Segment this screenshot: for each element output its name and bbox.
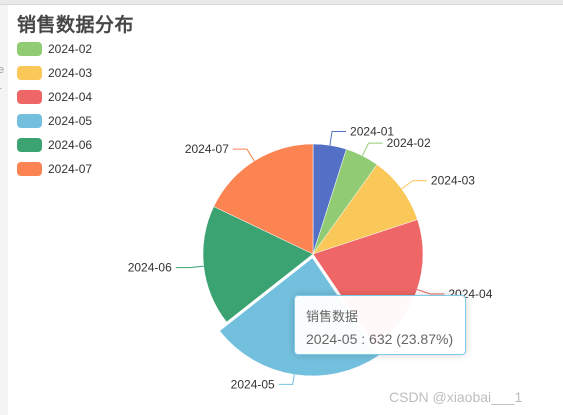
legend-swatch [17, 114, 42, 128]
legend-swatch [17, 162, 42, 176]
left-edge-text-2: r [0, 85, 2, 97]
left-edge-text-1: e [0, 64, 5, 76]
legend-label: 2024-05 [48, 114, 93, 128]
label-leader-line [329, 130, 347, 146]
slice-tooltip: 销售数据 2024-05 : 632 (23.87%) [294, 295, 466, 355]
watermark: CSDN @xiaobai___1 [389, 389, 523, 405]
legend-item[interactable]: 2024-04 [17, 85, 92, 109]
tooltip-value: 2024-05 : 632 (23.87%) [306, 331, 454, 347]
label-leader-line [401, 180, 427, 190]
legend-label: 2024-04 [48, 90, 93, 104]
legend-item[interactable]: 2024-06 [17, 133, 92, 157]
label-leader-line [278, 370, 296, 385]
label-leader-line [361, 142, 383, 156]
legend-swatch [17, 42, 42, 56]
window-top-border [0, 0, 563, 5]
legend-label: 2024-06 [48, 138, 93, 152]
slice-label: 2024-07 [185, 142, 229, 156]
tooltip-series-name: 销售数据 [306, 309, 359, 324]
chart-title: 销售数据分布 [17, 15, 135, 36]
pie-slice[interactable] [213, 143, 314, 255]
legend-label: 2024-02 [48, 42, 93, 56]
slice-label: 2024-02 [387, 136, 431, 150]
legend-item[interactable]: 2024-02 [17, 37, 92, 61]
legend-label: 2024-07 [48, 162, 93, 176]
label-leader-line [232, 148, 255, 162]
left-edge-strip: e r [0, 5, 8, 415]
label-leader-line [175, 265, 204, 269]
slice-label: 2024-03 [431, 174, 475, 188]
legend-label: 2024-03 [48, 66, 93, 80]
legend-item[interactable]: 2024-05 [17, 109, 92, 133]
legend-swatch [17, 66, 42, 80]
legend-swatch [17, 90, 42, 104]
pie-slice[interactable] [202, 206, 314, 323]
slice-label: 2024-01 [350, 124, 394, 138]
chart-legend: 2024-02 2024-03 2024-04 2024-05 2024-06 … [17, 37, 92, 181]
legend-item[interactable]: 2024-07 [17, 157, 92, 181]
slice-label: 2024-06 [128, 261, 172, 275]
legend-swatch [17, 138, 42, 152]
slice-label: 2024-05 [231, 377, 275, 391]
label-leader-line [416, 289, 445, 295]
legend-item[interactable]: 2024-03 [17, 61, 92, 85]
